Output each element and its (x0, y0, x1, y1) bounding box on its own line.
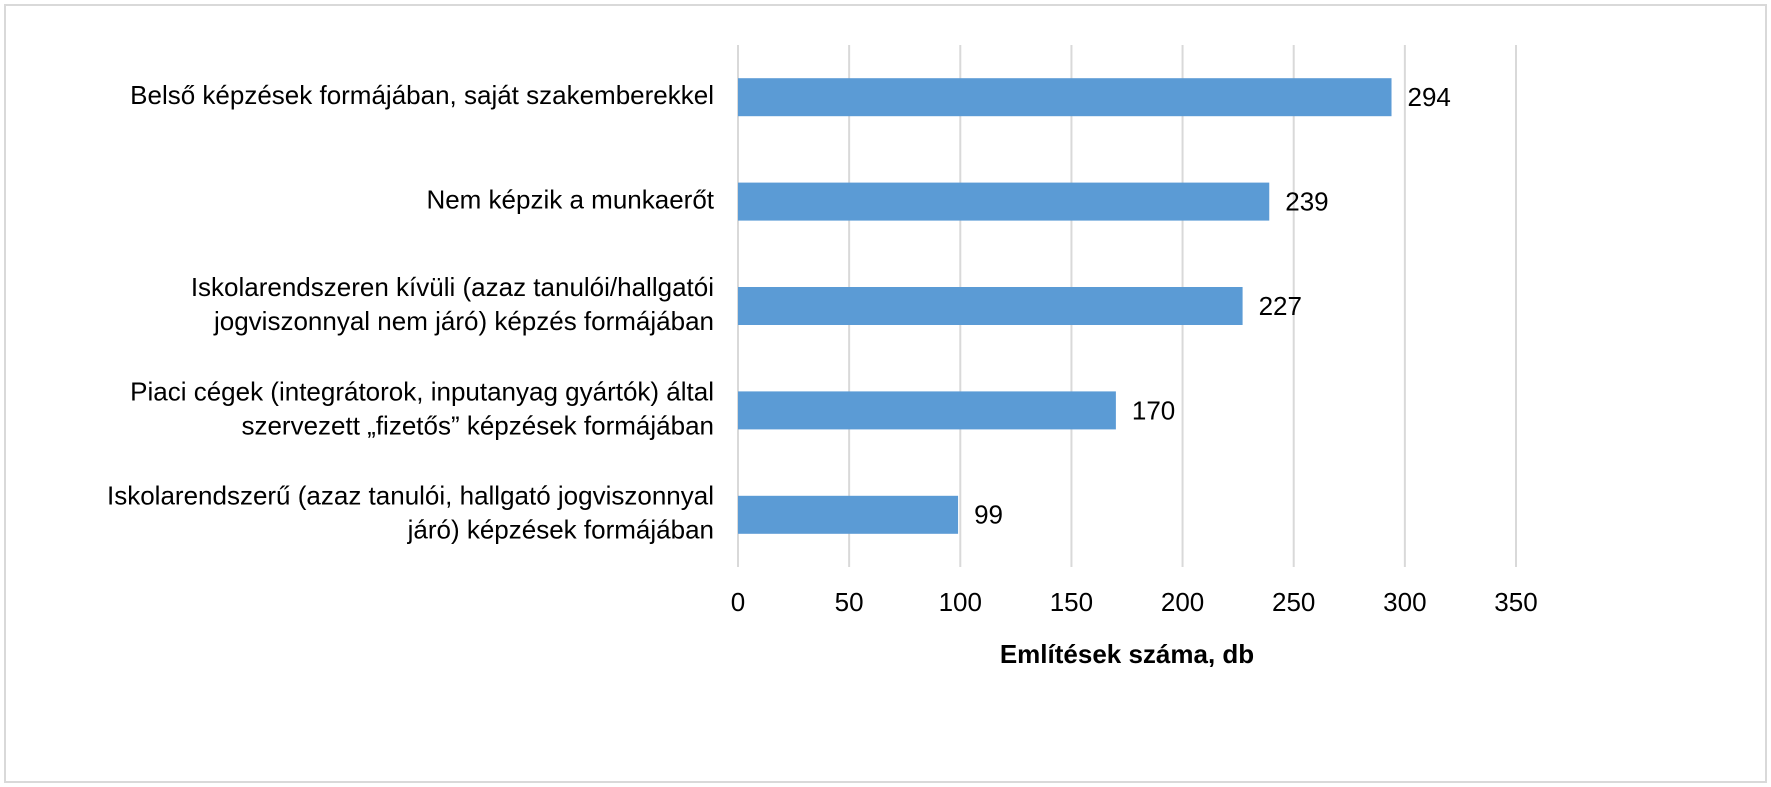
bar (738, 287, 1243, 325)
data-label: 294 (1408, 82, 1451, 112)
bar (738, 495, 959, 534)
y-tick-label: járó) képzések formájában (407, 515, 714, 545)
bar (738, 391, 1116, 430)
x-tick-label: 300 (1383, 587, 1426, 617)
y-tick-label: szervezett „fizetős” képzések formájában (241, 410, 714, 440)
data-label: 227 (1259, 291, 1302, 321)
x-tick-label: 150 (1050, 587, 1093, 617)
y-tick-label: Piaci cégek (integrátorok, inputanyag gy… (130, 376, 714, 406)
data-label: 99 (974, 500, 1003, 530)
y-tick-label: Iskolarendszeren kívüli (azaz tanulói/ha… (191, 272, 714, 302)
x-tick-label: 350 (1494, 587, 1537, 617)
bar (738, 78, 1392, 117)
y-tick-label: jogviszonnyal nem járó) képzés formájába… (213, 306, 714, 336)
x-tick-label: 200 (1161, 587, 1204, 617)
y-tick-label: Belső képzések formájában, saját szakemb… (130, 80, 714, 110)
data-label: 170 (1132, 395, 1175, 425)
bar (738, 182, 1270, 221)
x-tick-label: 250 (1272, 587, 1315, 617)
x-tick-label: 100 (939, 587, 982, 617)
y-tick-label: Nem képzik a munkaerőt (426, 184, 714, 214)
data-label: 239 (1285, 186, 1328, 216)
x-tick-label: 0 (731, 587, 745, 617)
x-tick-label: 50 (835, 587, 864, 617)
y-tick-label: Iskolarendszerű (azaz tanulói, hallgató … (107, 481, 714, 511)
x-axis-title: Említések száma, db (1000, 639, 1254, 669)
